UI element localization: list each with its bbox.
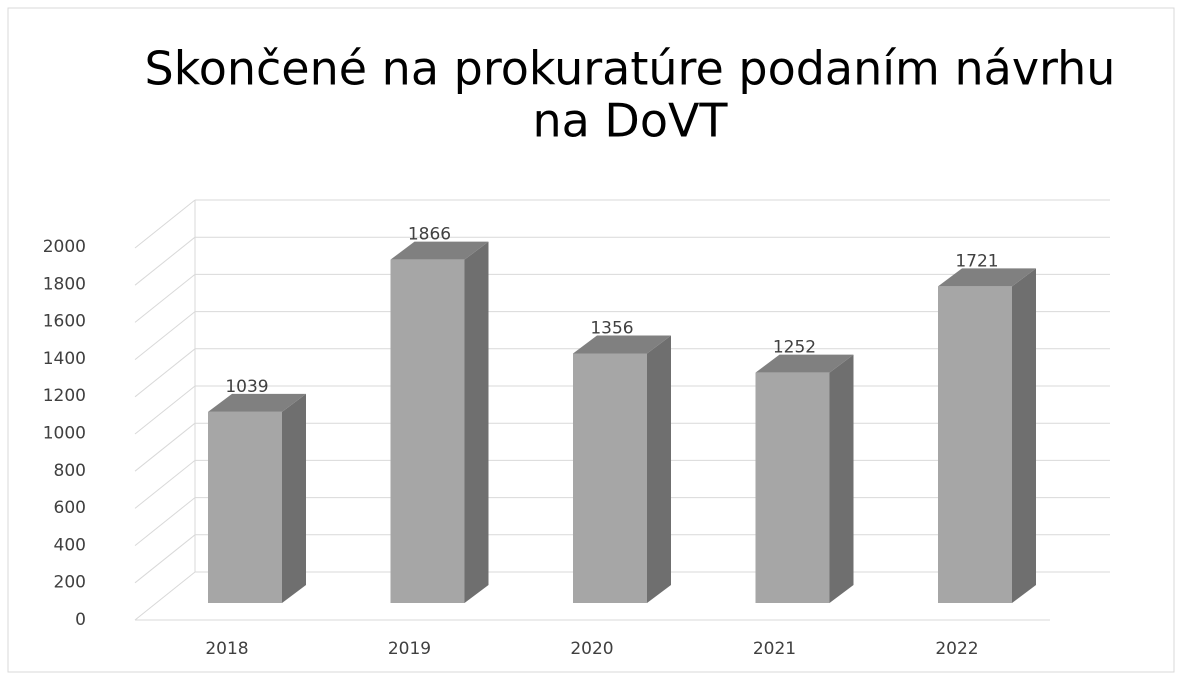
x-tick-label: 2021 — [753, 639, 796, 659]
bar-side — [829, 354, 854, 603]
grid-line — [134, 534, 196, 584]
y-tick-label: 1800 — [43, 274, 86, 294]
bar — [755, 372, 830, 603]
data-label: 1039 — [225, 377, 268, 397]
bar-side — [1012, 268, 1036, 603]
y-tick-label: 200 — [54, 573, 86, 593]
y-tick-label: 1400 — [43, 349, 86, 369]
y-tick-label: 1200 — [43, 386, 86, 406]
bar-top — [755, 354, 854, 373]
x-tick-label: 2022 — [935, 639, 978, 659]
y-tick-label: 600 — [54, 498, 86, 518]
grid-line — [134, 236, 196, 286]
bar-top — [573, 335, 671, 354]
bar-side — [647, 335, 671, 603]
y-tick-label: 2000 — [43, 237, 86, 257]
y-tick-label: 800 — [54, 461, 86, 481]
bar — [938, 286, 1012, 603]
data-label: 1252 — [773, 338, 816, 358]
x-tick-label: 2019 — [388, 639, 431, 659]
data-label: 1356 — [590, 318, 633, 338]
bar-top — [208, 393, 306, 412]
data-label: 1866 — [408, 225, 451, 245]
x-tick-label: 2018 — [205, 639, 248, 659]
y-tick-label: 0 — [75, 610, 86, 630]
chart-frame — [7, 7, 1175, 673]
bar — [208, 411, 282, 603]
x-tick-label: 2020 — [570, 639, 613, 659]
grid-line — [134, 311, 196, 360]
y-tick-label: 400 — [54, 535, 86, 555]
grid-line — [134, 571, 196, 621]
grid-line — [134, 199, 196, 249]
grid-line — [134, 274, 196, 323]
bar — [390, 259, 465, 603]
grid-line — [134, 385, 196, 435]
data-label: 1721 — [955, 251, 998, 271]
chart-title: na DoVT — [532, 94, 728, 148]
bar-top — [938, 268, 1036, 287]
bar-top — [390, 241, 489, 260]
grid-line — [134, 422, 196, 472]
chart-title: Skončené na prokuratúre podaním návrhu — [145, 42, 1116, 96]
grid-line — [134, 348, 196, 398]
y-tick-label: 1000 — [43, 424, 86, 444]
y-tick-label: 1600 — [43, 312, 86, 332]
grid-line — [134, 460, 196, 509]
grid-line — [134, 497, 196, 546]
bar — [573, 353, 647, 603]
bar-side — [464, 241, 489, 603]
bar-side — [282, 393, 306, 603]
